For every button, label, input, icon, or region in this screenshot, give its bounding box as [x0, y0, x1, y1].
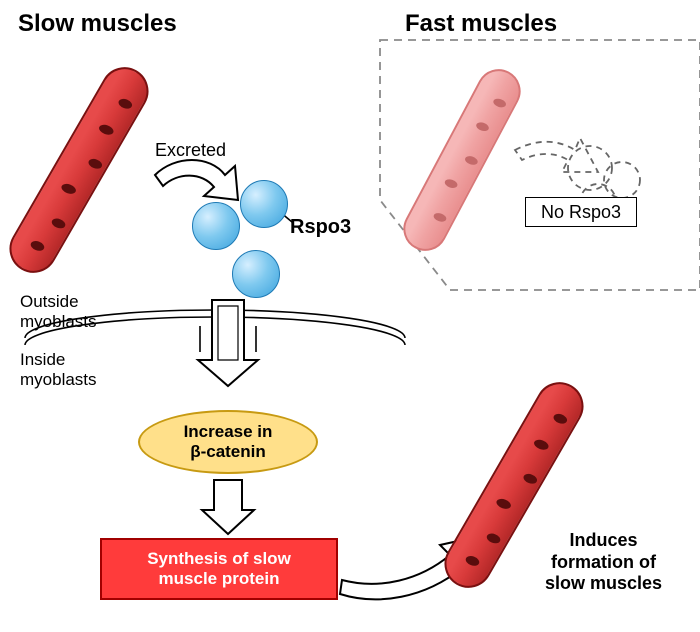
no-rspo3-text: No Rspo3	[541, 202, 621, 223]
ghost-sphere-1	[568, 146, 612, 190]
label-induces-formation: Induces formation of slow muscles	[545, 530, 662, 595]
membrane-gap	[200, 320, 256, 354]
arrow-fast-dashed	[515, 138, 598, 172]
arrow-down-beta-to-synth	[202, 480, 254, 534]
synthesis-box: Synthesis of slow muscle protein	[100, 538, 338, 600]
rspo3-sphere-1	[192, 202, 240, 250]
slow-muscle-fiber-left	[1, 58, 158, 281]
diagram-stage: Slow muscles Fast muscles	[0, 0, 700, 632]
synthesis-text: Synthesis of slow muscle protein	[147, 549, 291, 588]
arrow-down-membrane	[198, 300, 258, 386]
title-slow-muscles: Slow muscles	[18, 10, 177, 38]
beta-catenin-text: Increase in β-catenin	[184, 422, 273, 461]
label-rspo3: Rspo3	[290, 215, 351, 239]
label-outside-myoblasts: Outside myoblasts	[20, 292, 97, 333]
fast-muscle-fiber	[396, 61, 529, 258]
beta-catenin-oval: Increase in β-catenin	[138, 410, 318, 474]
ghost-sphere-2	[604, 162, 640, 198]
arrow-excreted	[155, 160, 238, 200]
title-fast-muscles: Fast muscles	[405, 10, 557, 38]
label-excreted: Excreted	[155, 140, 226, 162]
rspo3-sphere-2	[240, 180, 288, 228]
rspo3-sphere-3	[232, 250, 280, 298]
no-rspo3-box: No Rspo3	[525, 197, 637, 227]
label-inside-myoblasts: Inside myoblasts	[20, 350, 97, 391]
